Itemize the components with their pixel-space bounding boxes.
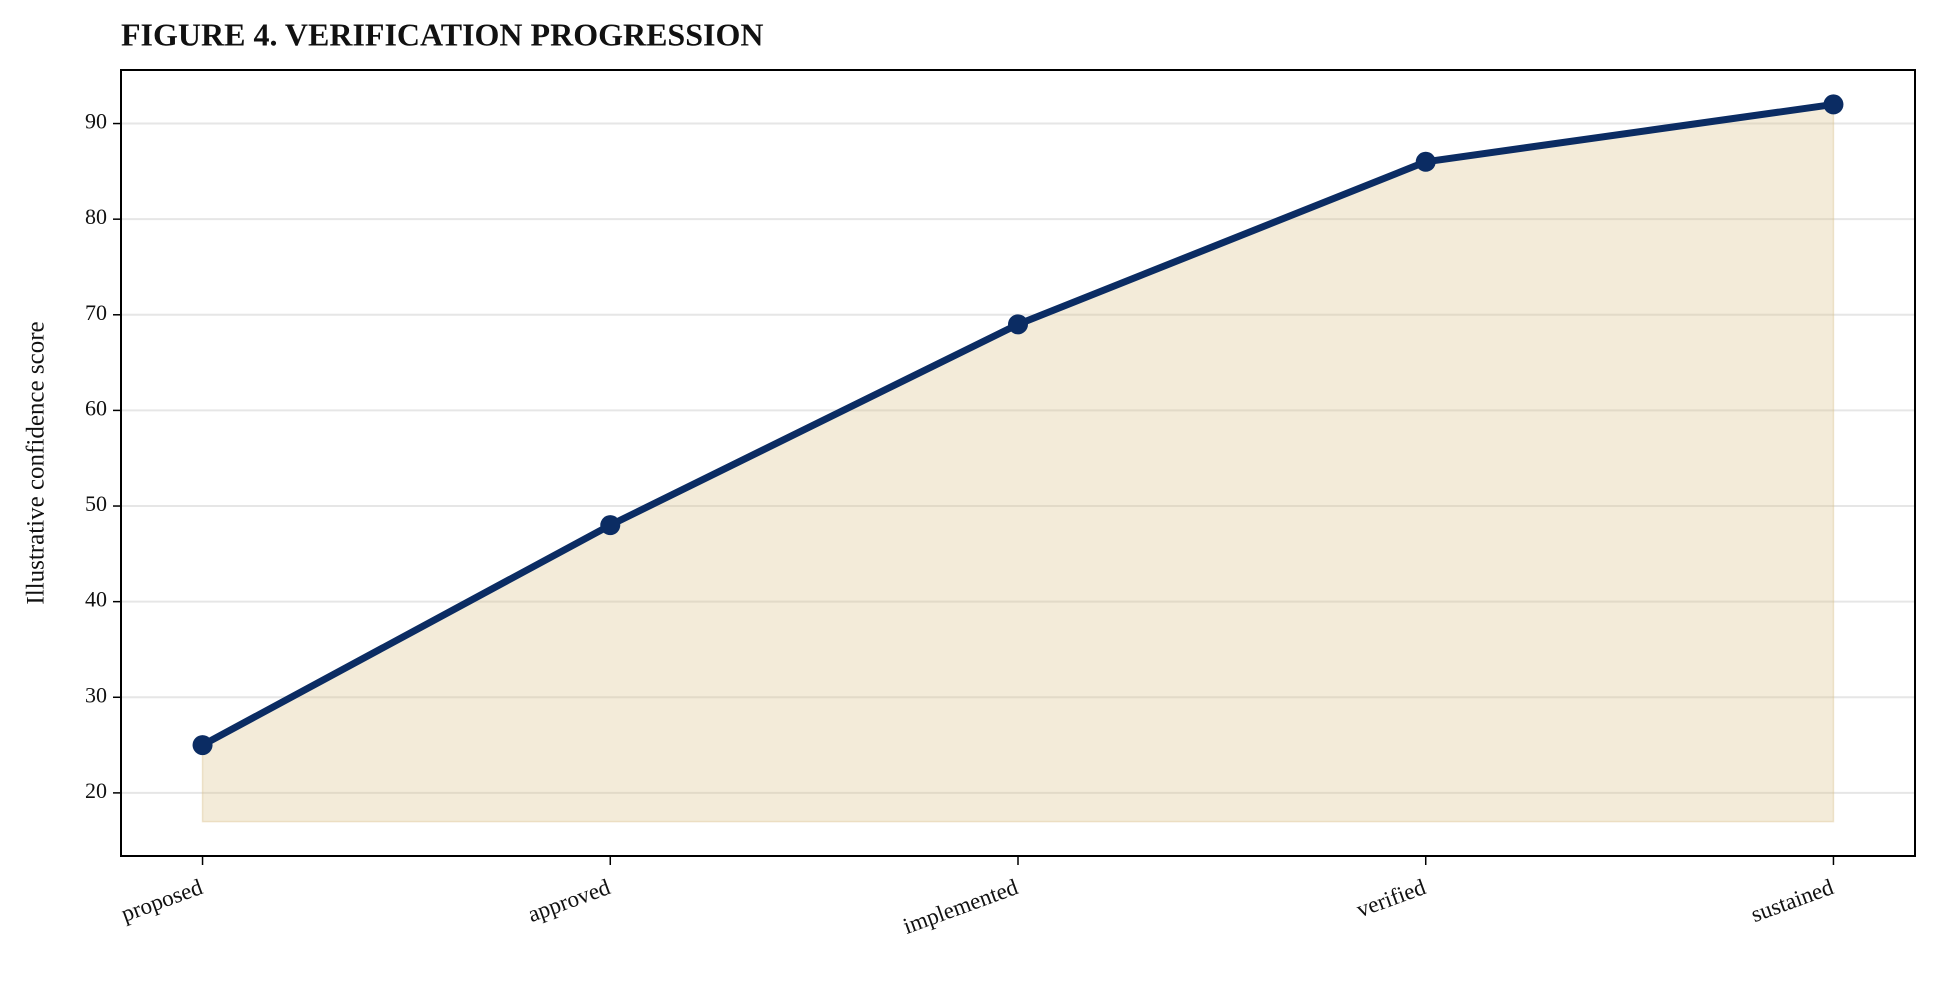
y-tick-label: 80 [85, 204, 107, 229]
y-tick-label: 50 [85, 491, 107, 516]
y-tick-label: 90 [85, 109, 107, 134]
plot-frame [120, 69, 1916, 857]
x-tick-label: implemented [900, 874, 1022, 939]
y-tick-label: 40 [85, 587, 107, 612]
x-tick-label: sustained [1748, 874, 1837, 927]
marker [1823, 94, 1844, 115]
marker [192, 735, 213, 756]
y-tick-label: 20 [85, 778, 107, 803]
area-fill [201, 103, 1835, 823]
x-tick-label: approved [524, 874, 613, 927]
marker [1008, 314, 1028, 335]
chart-title: FIGURE 4. VERIFICATION PROGRESSION [121, 16, 763, 52]
y-axis-label: Illustrative confidence score [23, 321, 50, 604]
y-tick-label: 30 [85, 682, 107, 707]
y-tick-label: 60 [85, 395, 107, 420]
x-tick-label: proposed [118, 874, 206, 927]
x-tick-label: verified [1353, 874, 1429, 922]
y-tick-label: 70 [85, 300, 107, 325]
marker [1415, 151, 1436, 172]
marker [600, 515, 621, 536]
